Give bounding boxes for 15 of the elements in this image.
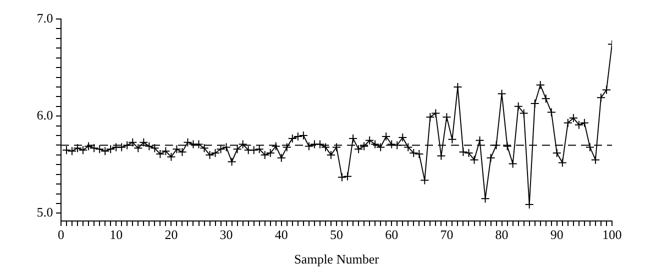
x-axis-title: Sample Number — [294, 252, 380, 267]
x-tick-label: 90 — [550, 227, 564, 242]
x-tick-label: 50 — [330, 227, 343, 242]
x-tick-label: 80 — [495, 227, 508, 242]
x-tick-label: 30 — [220, 227, 233, 242]
x-tick-label: 0 — [58, 227, 64, 242]
y-tick-label: 5.0 — [36, 204, 53, 220]
y-tick-label: 6.0 — [36, 108, 53, 123]
x-tick-label: 70 — [440, 227, 454, 242]
x-tick-label: 40 — [274, 227, 288, 242]
y-tick-label: 7.0 — [36, 10, 53, 26]
x-tick-label: 10 — [110, 227, 123, 242]
x-tick-label: 20 — [164, 227, 178, 242]
x-tick-label: 100 — [602, 227, 622, 242]
x-tick-label: 60 — [385, 227, 398, 242]
